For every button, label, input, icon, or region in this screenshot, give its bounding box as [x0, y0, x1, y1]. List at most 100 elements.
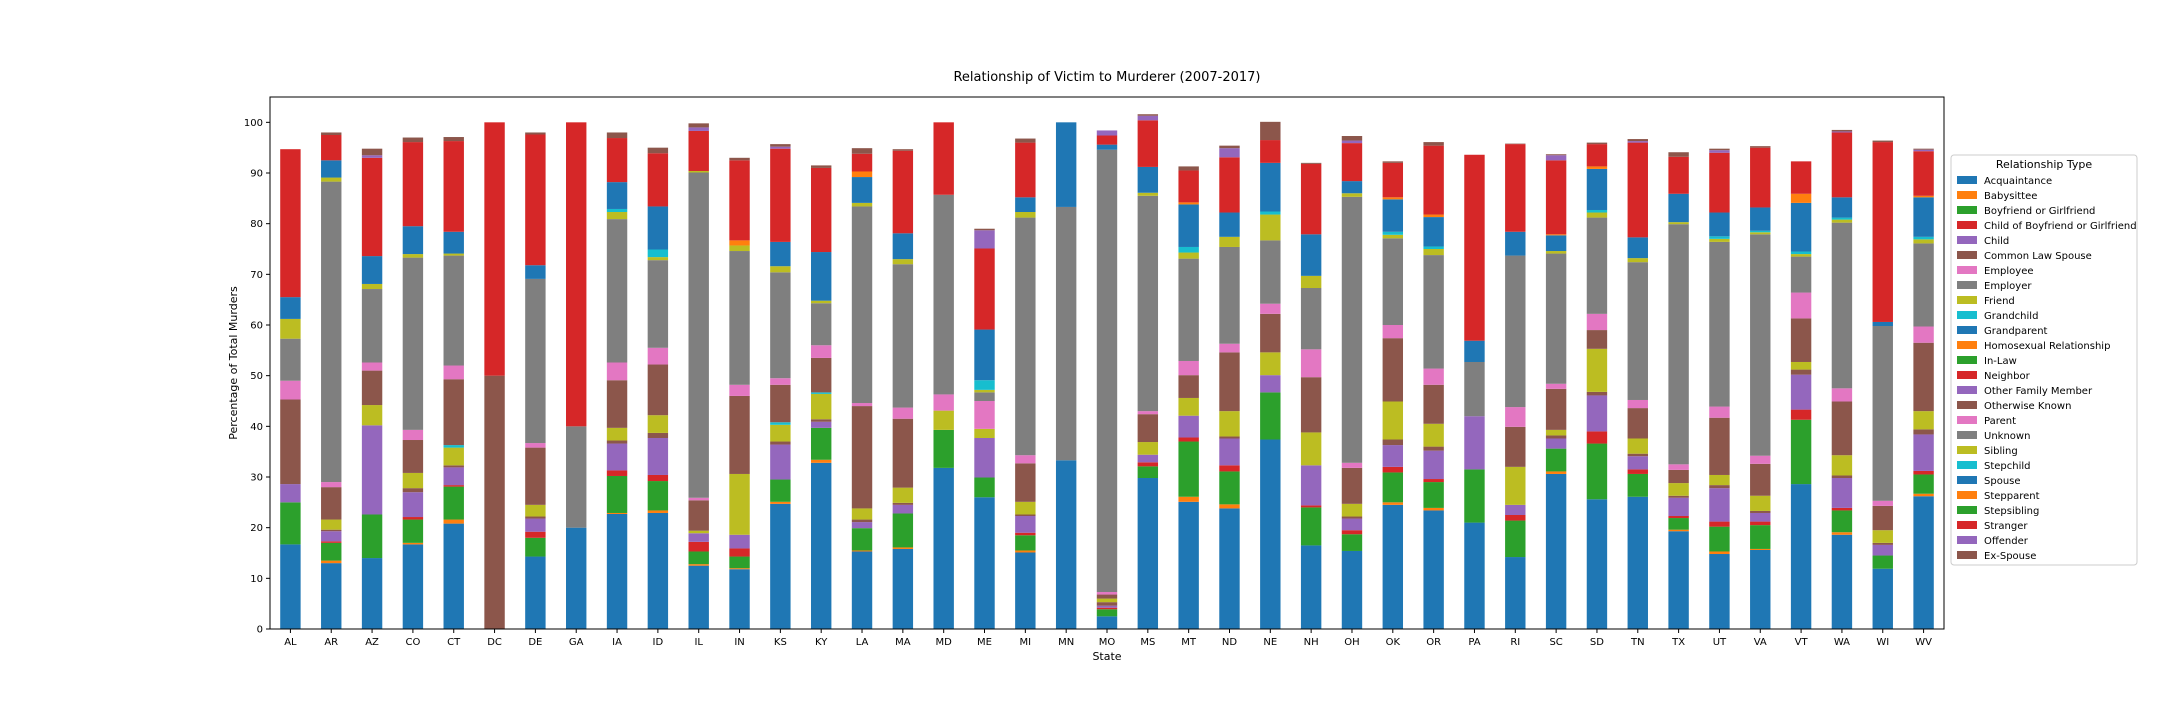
- bar-segment-va-25: [1750, 146, 1771, 148]
- bar-segment-md-23: [933, 122, 954, 195]
- bar-segment-de-20: [525, 265, 546, 279]
- bar-segment-sc-18: [1545, 251, 1567, 254]
- bar-segment-ok-18: [1382, 234, 1404, 239]
- bar-segment-co-18: [402, 254, 424, 258]
- bar-segment-mi-4: [1015, 516, 1036, 533]
- bar-segment-ne-16: [1260, 303, 1281, 314]
- legend-label: Stepsibling: [1984, 506, 2039, 517]
- bar-segment-ri-20: [1505, 231, 1526, 256]
- bar-segment-ut-19: [1709, 236, 1730, 239]
- bar-segment-nd-20: [1219, 212, 1240, 237]
- bar-segment-mi-3: [1015, 532, 1036, 536]
- x-axis: AL AR AZ CO CT DC DE GA IA ID IL IN KS KY LA MA MD ME MI MN…: [284, 629, 1932, 648]
- bar-segment-va-1: [1750, 548, 1771, 550]
- bar-segment-nh-2: [1300, 507, 1322, 546]
- bar-segment-de-23: [525, 134, 546, 266]
- bar-segment-mt-25: [1178, 166, 1199, 171]
- bar-segment-ar-16: [321, 482, 342, 488]
- chart-title: Relationship of Victim to Murderer (2007…: [953, 70, 1260, 85]
- bar-segment-sc-8: [1545, 429, 1567, 436]
- bar-segment-wv-19: [1913, 236, 1934, 240]
- bar-segment-ms-20: [1137, 166, 1159, 193]
- bar-segment-ok-21: [1382, 197, 1404, 200]
- bar-segment-nd-18: [1219, 236, 1240, 247]
- bar-segment-ut-4: [1709, 488, 1730, 522]
- bar-segment-sd-21: [1586, 166, 1608, 169]
- bar-segment-ut-20: [1709, 212, 1730, 237]
- bar-segment-ga-0: [566, 527, 587, 629]
- bar-segment-ky-2: [810, 427, 832, 460]
- x-tick-label-vt: VT: [1795, 637, 1809, 648]
- x-tick-label-md: MD: [936, 637, 953, 648]
- bar-segment-sc-16: [1545, 383, 1567, 389]
- bar-segment-ga-17: [566, 426, 587, 528]
- bar-segment-ia-15: [606, 380, 628, 428]
- bar-segment-de-16: [525, 443, 546, 448]
- bar-segment-ms-17: [1137, 195, 1159, 412]
- bar-segment-vt-3: [1790, 409, 1812, 420]
- bar-segment-tn-25: [1627, 139, 1648, 142]
- bar-segment-id-15: [647, 364, 669, 416]
- bar-segment-or-2: [1423, 482, 1444, 508]
- bar-segment-nd-24: [1219, 148, 1240, 158]
- bar-segment-ar-0: [321, 563, 342, 629]
- bar-segment-wi-0: [1872, 568, 1893, 629]
- bar-segment-il-8: [688, 530, 709, 534]
- y-tick-label: 80: [250, 219, 263, 230]
- y-tick-label: 30: [250, 473, 263, 484]
- bar-segment-nh-20: [1300, 234, 1322, 276]
- bar-segment-pa-17: [1464, 361, 1485, 417]
- bar-segment-in-0: [729, 569, 750, 629]
- legend-label: Parent: [1984, 416, 2016, 427]
- bar-segment-dc-15: [484, 375, 505, 629]
- bar-segment-ma-0: [892, 548, 914, 629]
- legend-swatch: [1957, 356, 1977, 364]
- bar-segment-az-0: [361, 558, 383, 629]
- bar-segment-il-23: [688, 130, 709, 171]
- bar-segment-ne-19: [1260, 211, 1281, 215]
- legend-label: Child: [1984, 236, 2009, 247]
- bar-segment-nh-3: [1300, 505, 1322, 508]
- bar-segment-wa-4: [1831, 478, 1853, 508]
- bar-segment-ri-25: [1505, 143, 1526, 145]
- bar-segment-in-23: [729, 160, 750, 241]
- bar-segment-sd-16: [1586, 313, 1608, 331]
- bar-segment-la-1: [851, 550, 873, 552]
- bar-segment-nd-16: [1219, 343, 1240, 353]
- legend-swatch: [1957, 296, 1977, 304]
- bar-segment-id-16: [647, 347, 669, 365]
- bar-segment-ut-1: [1709, 551, 1730, 555]
- bar-segment-nd-15: [1219, 352, 1240, 412]
- legend-label: Unknown: [1984, 431, 2030, 442]
- bar-segment-wa-0: [1831, 534, 1853, 629]
- bar-segment-wi-5: [1872, 542, 1893, 545]
- bar-segment-vt-17: [1790, 256, 1812, 293]
- x-tick-label-wv: WV: [1915, 637, 1932, 648]
- bar-segment-il-2: [688, 551, 709, 565]
- bar-segment-ms-25: [1137, 114, 1159, 116]
- bar-segment-sd-20: [1586, 168, 1608, 210]
- bar-segment-wv-17: [1913, 243, 1934, 327]
- legend-swatch: [1957, 371, 1977, 379]
- bar-segment-ar-25: [321, 132, 342, 135]
- bar-segment-tn-5: [1627, 453, 1648, 457]
- y-tick-label: 60: [250, 321, 263, 332]
- bar-segment-ar-15: [321, 487, 342, 520]
- bar-segment-wv-0: [1913, 496, 1934, 629]
- bar-segment-sd-0: [1586, 499, 1608, 629]
- bar-segment-ia-23: [606, 138, 628, 183]
- legend-swatch: [1957, 221, 1977, 229]
- bar-segment-tx-20: [1668, 193, 1689, 223]
- bar-segment-ne-23: [1260, 140, 1281, 163]
- bar-segment-mt-18: [1178, 252, 1199, 259]
- bar-segment-mo-16: [1096, 592, 1118, 595]
- bar-segment-va-19: [1750, 230, 1771, 233]
- x-tick-label-nh: NH: [1304, 637, 1319, 648]
- x-tick-label-de: DE: [528, 637, 542, 648]
- bar-segment-oh-23: [1341, 143, 1363, 182]
- bar-segment-wv-24: [1913, 149, 1934, 152]
- bar-segment-tn-3: [1627, 469, 1648, 474]
- y-tick-label: 0: [257, 625, 263, 636]
- bar-segment-wa-17: [1831, 222, 1853, 389]
- bar-segment-wa-16: [1831, 388, 1853, 402]
